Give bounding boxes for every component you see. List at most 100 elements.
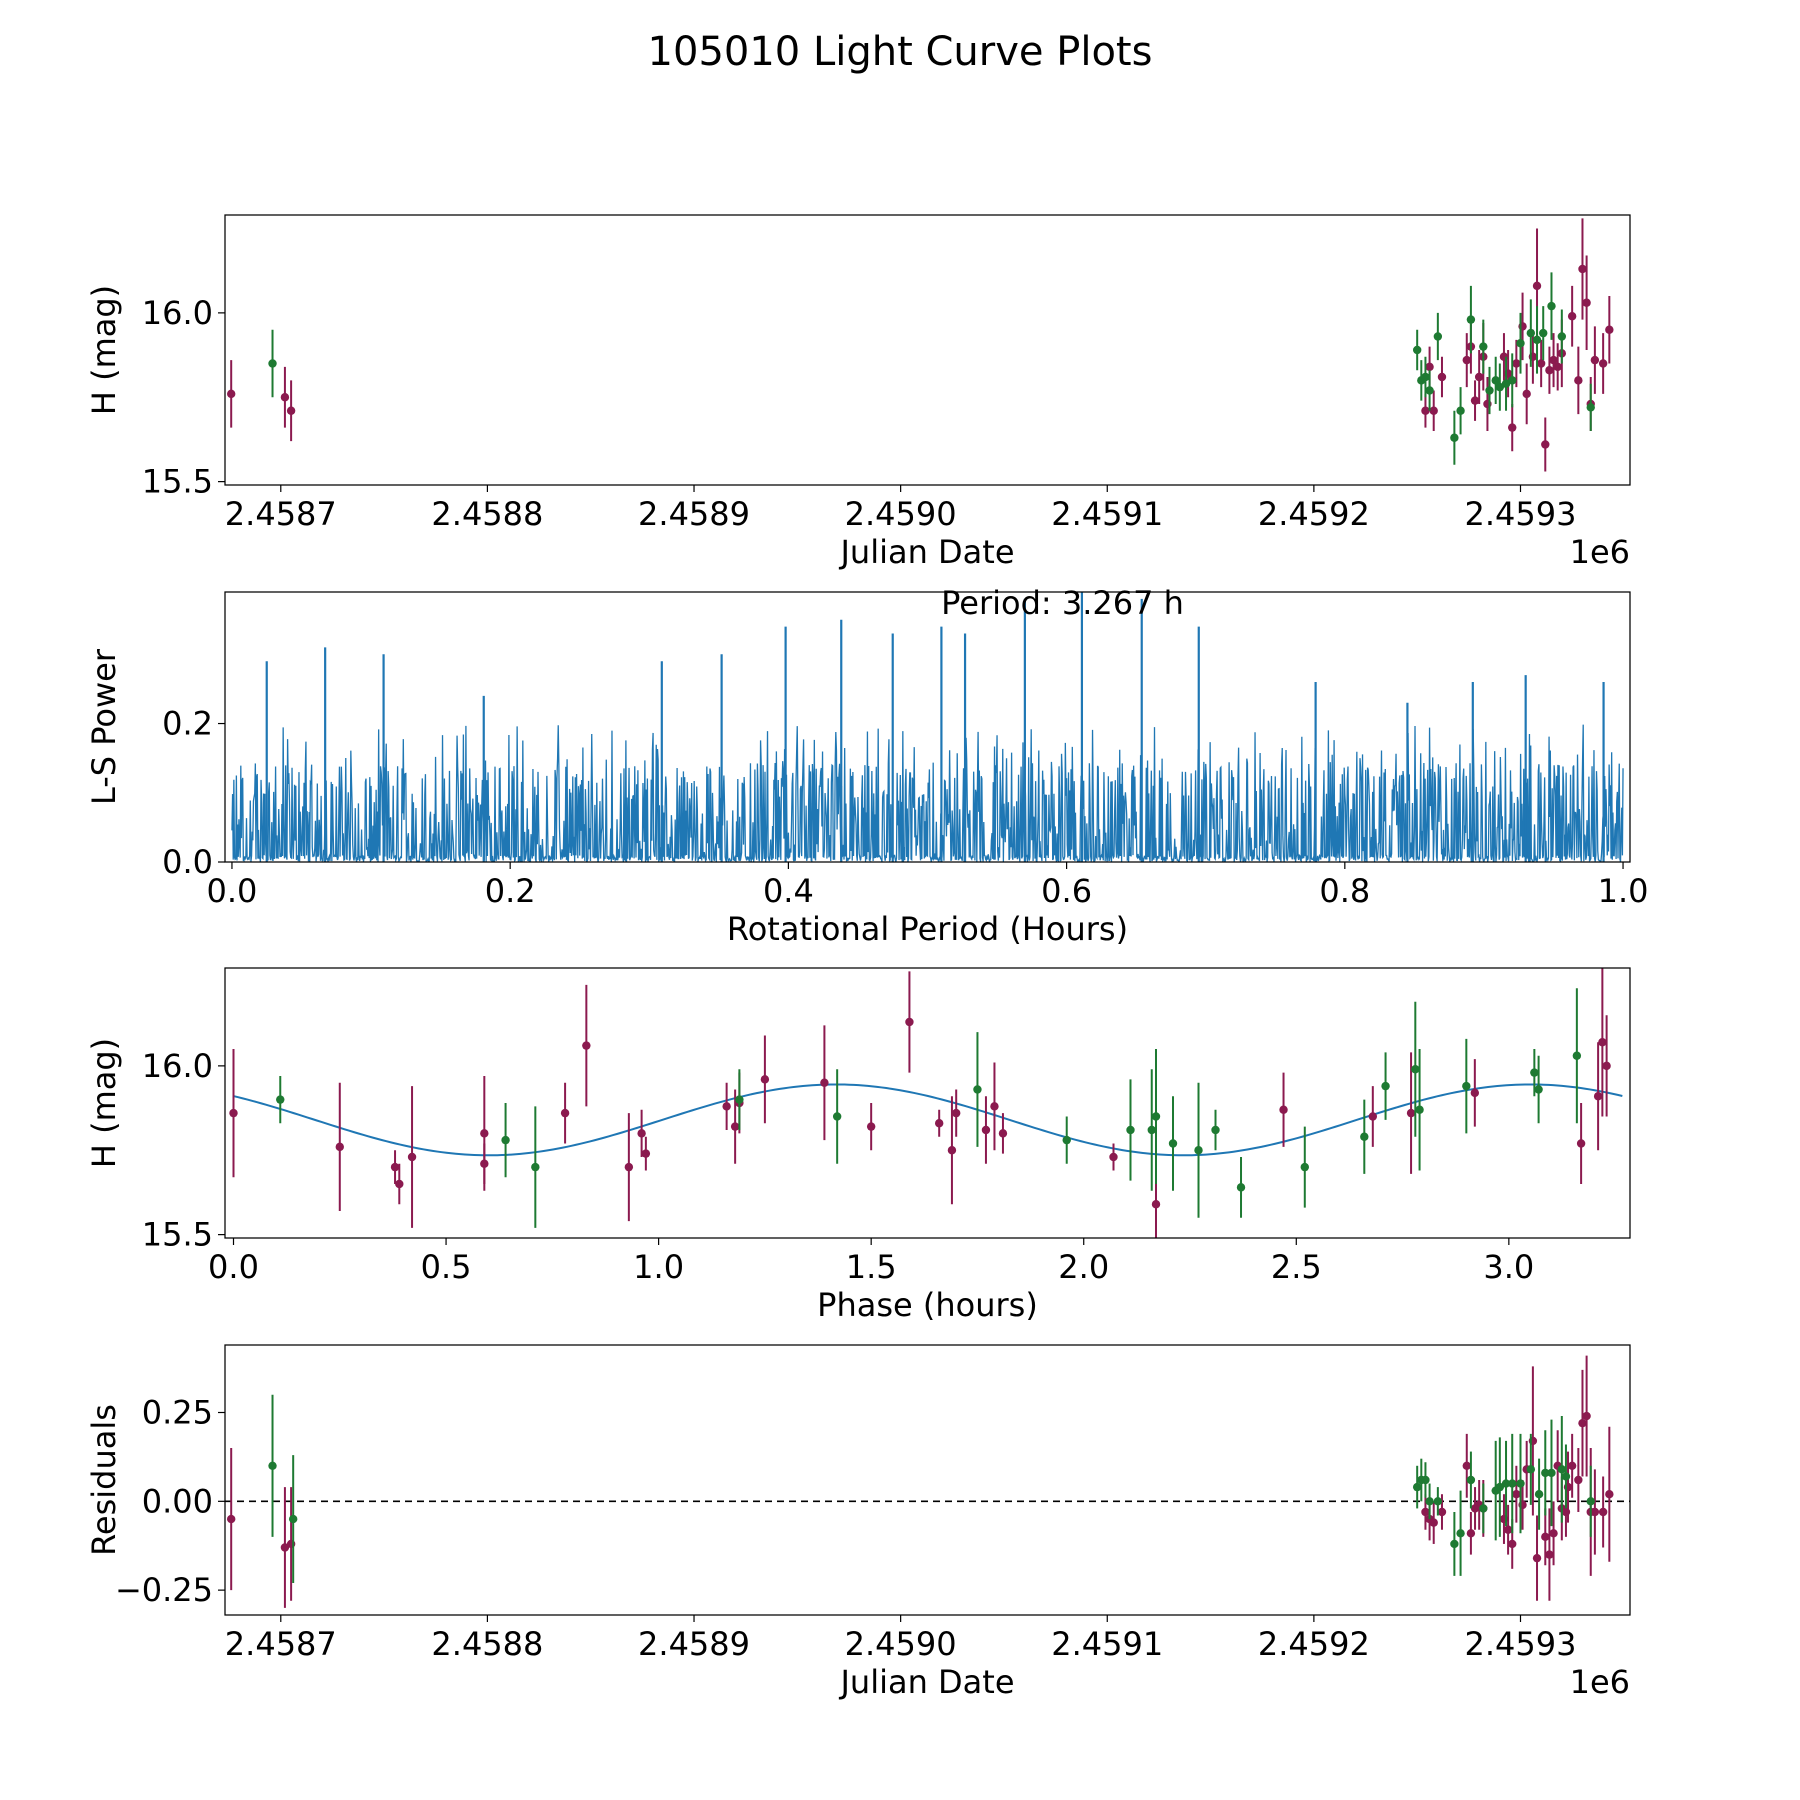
data-point bbox=[1578, 1418, 1587, 1428]
data-point bbox=[1412, 345, 1422, 355]
x-tick-label: 0.8 bbox=[1319, 872, 1370, 910]
x-tick-label: 2.4587 bbox=[225, 495, 337, 533]
x-tick-label: 2.5 bbox=[1271, 1248, 1322, 1286]
x-tick-label: 2.4593 bbox=[1465, 1625, 1577, 1663]
series-red bbox=[226, 218, 1614, 472]
figure-title: 105010 Light Curve Plots bbox=[648, 29, 1153, 75]
y-tick-label: 16.0 bbox=[142, 1047, 213, 1085]
data-point bbox=[1462, 1461, 1471, 1470]
data-point bbox=[1450, 1539, 1459, 1549]
data-point bbox=[1516, 339, 1525, 348]
data-point bbox=[286, 406, 296, 415]
data-point bbox=[1437, 1507, 1447, 1517]
x-tick-label: 2.4589 bbox=[638, 495, 750, 533]
period-annotation: Period: 3.267 h bbox=[941, 584, 1184, 622]
data-point bbox=[1598, 359, 1608, 368]
y-tick-label: 15.5 bbox=[142, 463, 213, 501]
series-green bbox=[268, 1394, 1595, 1584]
data-point bbox=[1586, 1497, 1595, 1506]
data-point bbox=[1456, 406, 1465, 415]
data-point bbox=[226, 1514, 236, 1524]
data-point bbox=[1541, 1468, 1550, 1478]
data-point bbox=[1605, 325, 1614, 334]
data-point bbox=[981, 1125, 991, 1135]
data-point bbox=[820, 1078, 829, 1087]
data-point bbox=[1508, 376, 1517, 385]
data-point bbox=[1194, 1146, 1203, 1155]
data-point bbox=[1590, 1507, 1600, 1517]
data-point bbox=[1605, 1490, 1614, 1499]
data-point bbox=[395, 1179, 404, 1189]
data-point bbox=[1437, 372, 1447, 382]
data-point bbox=[1526, 1465, 1536, 1474]
x-tick-label: 1.0 bbox=[1598, 872, 1649, 910]
data-point bbox=[1541, 1532, 1550, 1542]
data-point bbox=[990, 1102, 999, 1111]
x-tick-label: 2.4592 bbox=[1258, 495, 1370, 533]
x-tick-label: 2.0 bbox=[1058, 1248, 1109, 1286]
data-point bbox=[1406, 1108, 1416, 1118]
x-tick-label: 0.4 bbox=[763, 872, 814, 910]
data-point bbox=[1598, 1038, 1607, 1047]
data-layer bbox=[231, 592, 1624, 862]
data-point bbox=[335, 1142, 344, 1152]
data-point bbox=[560, 1108, 570, 1118]
x-axis-label: Rotational Period (Hours) bbox=[727, 910, 1128, 948]
x-axis-offset-label: 1e6 bbox=[1570, 533, 1630, 571]
data-point bbox=[1578, 264, 1587, 274]
series-red bbox=[229, 968, 1611, 1238]
x-tick-label: 2.4590 bbox=[845, 1625, 957, 1663]
data-point bbox=[1151, 1200, 1161, 1209]
data-point bbox=[1522, 389, 1531, 399]
data-point bbox=[1462, 1081, 1471, 1091]
data-point bbox=[1512, 1490, 1521, 1499]
x-tick-label: 0.2 bbox=[485, 872, 536, 910]
model-layer bbox=[233, 1083, 1623, 1157]
data-point bbox=[1526, 328, 1536, 338]
data-point bbox=[1495, 1482, 1505, 1492]
data-point bbox=[934, 1119, 944, 1128]
data-point bbox=[1553, 362, 1562, 372]
x-axis-label: Phase (hours) bbox=[817, 1286, 1038, 1324]
data-point bbox=[1586, 403, 1595, 412]
x-tick-label: 1.5 bbox=[846, 1248, 897, 1286]
data-point bbox=[1536, 359, 1546, 368]
data-point bbox=[1236, 1183, 1246, 1192]
data-point bbox=[1532, 281, 1542, 291]
data-point bbox=[480, 1129, 489, 1138]
y-axis-label: H (mag) bbox=[85, 1038, 123, 1168]
x-tick-label: 2.4590 bbox=[845, 495, 957, 533]
data-point bbox=[735, 1095, 744, 1104]
data-point bbox=[1516, 1479, 1525, 1488]
data-point bbox=[1508, 1479, 1517, 1488]
data-point bbox=[1574, 376, 1583, 385]
data-point bbox=[905, 1017, 914, 1027]
x-tick-label: 0.0 bbox=[207, 872, 258, 910]
residuals-panel: 2.4587 2.4588 2.4589 2.4590 2.4591 2.4592 2.45… bbox=[85, 1344, 1631, 1701]
axes-frame bbox=[224, 214, 1631, 486]
data-point bbox=[1598, 1507, 1608, 1517]
data-point bbox=[1549, 355, 1558, 365]
data-point bbox=[1547, 301, 1556, 311]
data-point bbox=[1485, 386, 1494, 395]
data-layer bbox=[226, 1355, 1614, 1608]
x-tick-label: 0.6 bbox=[1041, 872, 1092, 910]
data-point bbox=[998, 1129, 1008, 1138]
data-point bbox=[1508, 423, 1517, 432]
data-point bbox=[1545, 1550, 1554, 1559]
data-point bbox=[280, 393, 290, 402]
data-point bbox=[1429, 1518, 1438, 1527]
data-point bbox=[1429, 406, 1438, 415]
data-point bbox=[1567, 1461, 1577, 1470]
periodogram-line bbox=[231, 724, 1624, 862]
y-axis-label: Residuals bbox=[85, 1404, 123, 1556]
data-point bbox=[832, 1112, 842, 1121]
x-tick-label: 2.4588 bbox=[431, 495, 543, 533]
x-tick-label: 2.4593 bbox=[1465, 495, 1577, 533]
y-tick-label: 15.5 bbox=[142, 1216, 213, 1254]
data-point bbox=[229, 1108, 238, 1118]
data-point bbox=[1545, 366, 1554, 375]
data-point bbox=[288, 1514, 298, 1524]
data-point bbox=[1462, 355, 1471, 365]
